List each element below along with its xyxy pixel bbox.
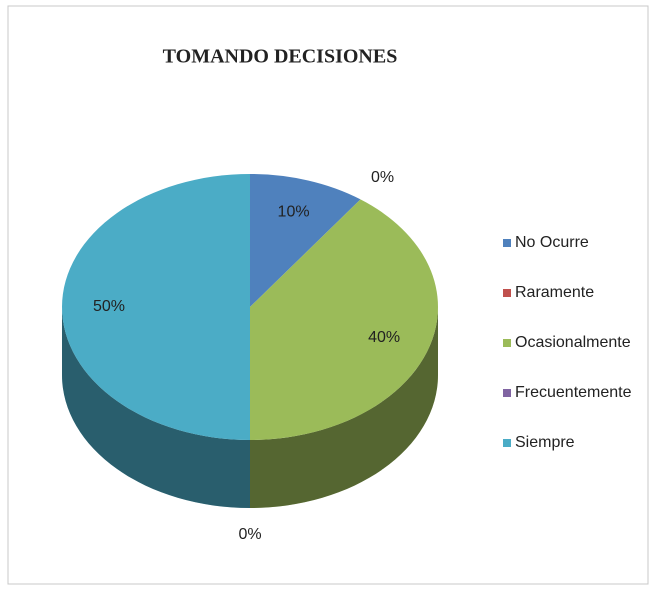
- slice-side: [250, 307, 438, 508]
- data-label: 0%: [371, 169, 394, 186]
- legend-swatch: [503, 439, 511, 447]
- legend-label: Ocasionalmente: [515, 334, 631, 351]
- legend-label: No Ocurre: [515, 234, 589, 251]
- chart-title: TOMANDO DECISIONES: [163, 46, 398, 68]
- legend-swatch: [503, 389, 511, 397]
- pie-slice: [250, 199, 438, 440]
- data-label: 10%: [278, 203, 310, 220]
- data-label: 40%: [368, 329, 400, 346]
- pie-slice: [62, 174, 250, 440]
- data-label: 0%: [238, 526, 261, 543]
- slice-shade: [250, 307, 438, 508]
- legend-swatch: [503, 289, 511, 297]
- slice-side: [62, 307, 250, 508]
- legend-swatch: [503, 339, 511, 347]
- legend-label: Frecuentemente: [515, 384, 632, 401]
- pie-slice: [250, 174, 361, 307]
- slice-shade: [62, 307, 250, 508]
- legend-label: Raramente: [515, 284, 594, 301]
- legend-swatch: [503, 239, 511, 247]
- data-label: 50%: [93, 298, 125, 315]
- legend-label: Siempre: [515, 434, 575, 451]
